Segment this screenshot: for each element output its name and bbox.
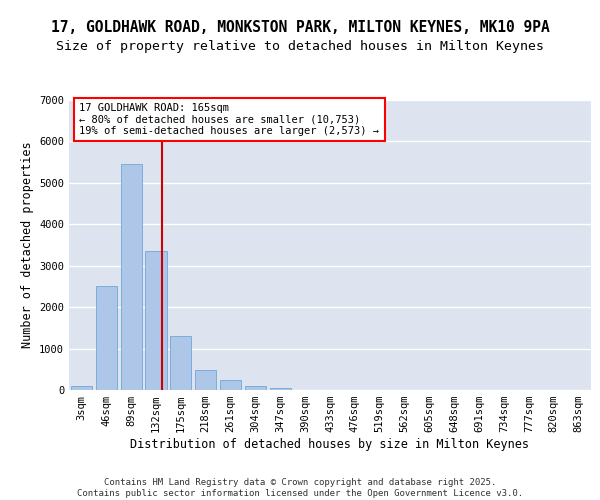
Bar xyxy=(220,380,241,390)
Text: Contains HM Land Registry data © Crown copyright and database right 2025.
Contai: Contains HM Land Registry data © Crown c… xyxy=(77,478,523,498)
Text: 17, GOLDHAWK ROAD, MONKSTON PARK, MILTON KEYNES, MK10 9PA: 17, GOLDHAWK ROAD, MONKSTON PARK, MILTON… xyxy=(50,20,550,35)
Bar xyxy=(270,388,291,390)
Text: Size of property relative to detached houses in Milton Keynes: Size of property relative to detached ho… xyxy=(56,40,544,53)
X-axis label: Distribution of detached houses by size in Milton Keynes: Distribution of detached houses by size … xyxy=(131,438,530,451)
Bar xyxy=(195,370,216,390)
Text: 17 GOLDHAWK ROAD: 165sqm
← 80% of detached houses are smaller (10,753)
19% of se: 17 GOLDHAWK ROAD: 165sqm ← 80% of detach… xyxy=(79,103,379,136)
Y-axis label: Number of detached properties: Number of detached properties xyxy=(20,142,34,348)
Bar xyxy=(71,386,92,390)
Bar xyxy=(145,251,167,390)
Bar xyxy=(170,336,191,390)
Bar xyxy=(121,164,142,390)
Bar xyxy=(96,286,117,390)
Bar xyxy=(245,386,266,390)
